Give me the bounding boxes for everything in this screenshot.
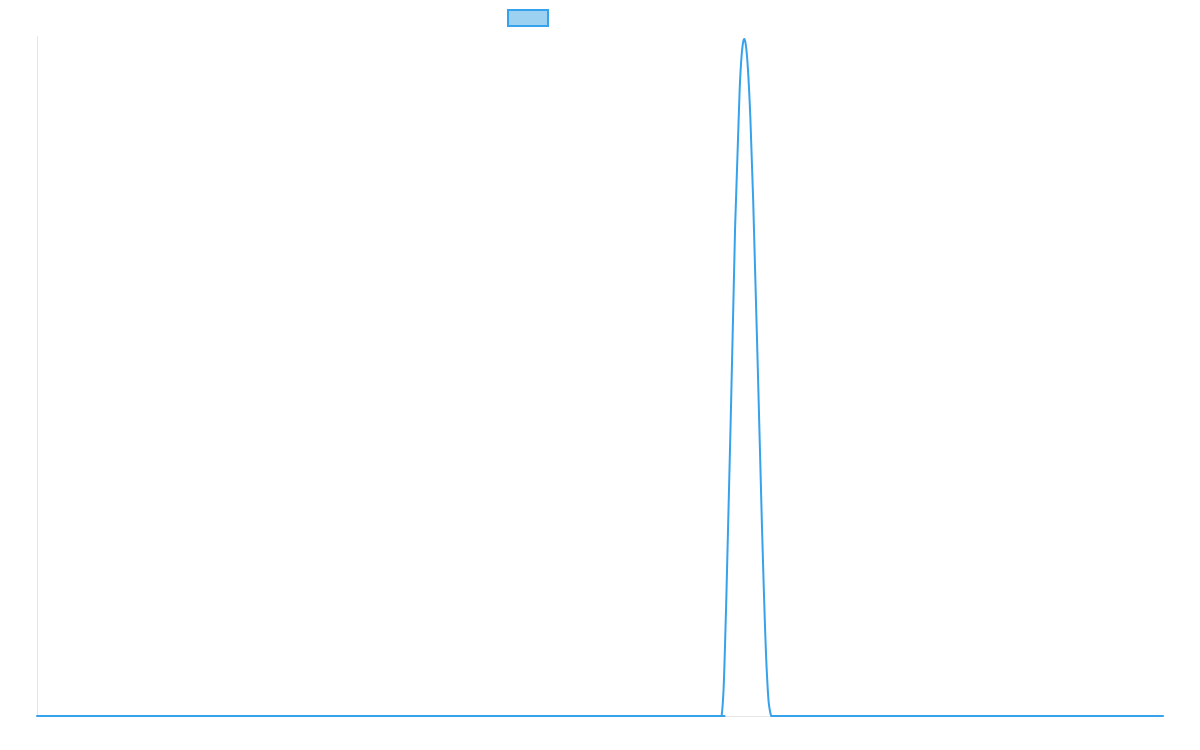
legend[interactable]: [507, 9, 549, 27]
legend-swatch[interactable]: [507, 9, 549, 27]
series-layer: [36, 38, 1164, 717]
axes: [37, 36, 1163, 717]
series-line: [36, 38, 1164, 717]
